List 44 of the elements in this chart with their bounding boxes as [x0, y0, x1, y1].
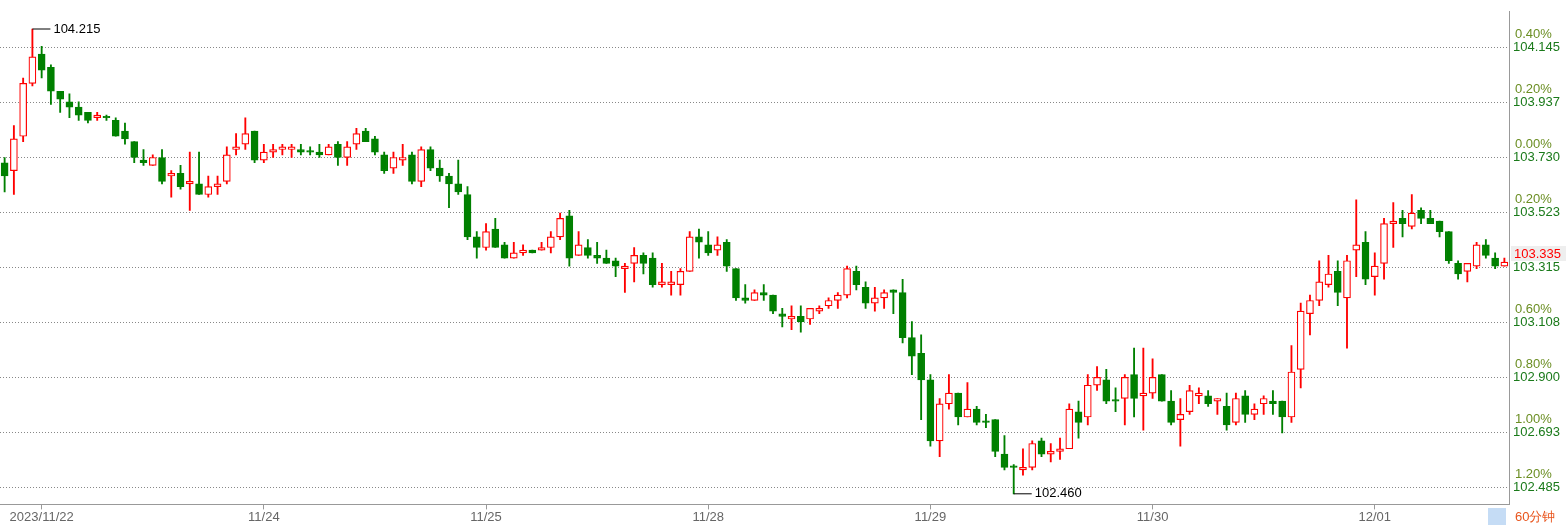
annotation: 104.215 [53, 20, 101, 36]
candlestick [1009, 464, 1018, 495]
x-tick-label: 11/28 [692, 508, 724, 524]
text: 60分钟 [1515, 509, 1556, 525]
y2-tick-label: 0.60% [1515, 300, 1553, 316]
candlestick [398, 143, 407, 166]
candlestick [1176, 398, 1185, 447]
candlestick [621, 263, 629, 293]
y-tick-label: 104.145 [1513, 39, 1561, 55]
x-tick-label: 11/30 [1136, 508, 1169, 524]
x-tick-label: 11/29 [914, 508, 947, 524]
y-tick-label: 102.485 [1513, 478, 1561, 494]
y-tick-label: 103.730 [1513, 149, 1561, 165]
x-tick-label: 12/01 [1358, 508, 1392, 524]
candlestick [889, 289, 898, 315]
x-tick-label: 11/25 [470, 508, 502, 524]
y-tick-label: 103.315 [1513, 258, 1561, 274]
candlestick [593, 241, 601, 264]
candlestick [232, 133, 240, 156]
x-tick-label: 11/24 [248, 508, 280, 524]
candlestick [1213, 398, 1222, 415]
y-tick-label: 103.523 [1513, 203, 1561, 219]
y2-tick-label: 0.00% [1515, 135, 1553, 151]
candlestick [1269, 390, 1277, 415]
candlestick [667, 271, 676, 296]
candlestick [1019, 448, 1027, 476]
y-tick-label: 102.693 [1513, 423, 1561, 439]
y-tick-label: 103.108 [1513, 313, 1561, 329]
y2-tick-label: 0.80% [1515, 355, 1553, 371]
y2-tick-label: 1.00% [1515, 410, 1553, 426]
candlestick [167, 170, 176, 198]
candlestick [1389, 202, 1398, 248]
y2-tick-label: 1.20% [1515, 465, 1553, 481]
y2-tick-label: 0.20% [1515, 190, 1553, 206]
text: 103.335 [1514, 245, 1562, 261]
y-tick-label: 103.937 [1513, 94, 1561, 110]
annotation: 102.460 [1034, 485, 1082, 501]
candlestick [185, 151, 194, 211]
x-tick-label: 2023/11/22 [9, 508, 74, 524]
y-tick-label: 102.900 [1513, 368, 1561, 384]
candlestick [658, 263, 666, 288]
y2-tick-label: 0.40% [1515, 26, 1553, 42]
y2-tick-label: 0.20% [1515, 81, 1553, 97]
candlestick [1139, 347, 1148, 431]
